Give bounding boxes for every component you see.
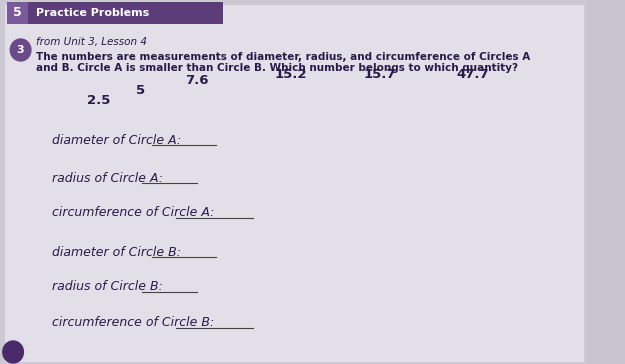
Text: radius of Circle A:: radius of Circle A: xyxy=(51,171,162,185)
Text: 15.7: 15.7 xyxy=(363,68,396,82)
Text: diameter of Circle B:: diameter of Circle B: xyxy=(51,245,181,258)
Bar xyxy=(8,2,28,24)
Text: circumference of Circle A:: circumference of Circle A: xyxy=(51,206,214,219)
Text: 15.2: 15.2 xyxy=(274,68,307,82)
Text: from Unit 3, Lesson 4: from Unit 3, Lesson 4 xyxy=(36,37,147,47)
Text: 5: 5 xyxy=(136,83,145,96)
Text: circumference of Circle B:: circumference of Circle B: xyxy=(51,317,214,329)
Text: diameter of Circle A:: diameter of Circle A: xyxy=(51,134,181,146)
Text: Practice Problems: Practice Problems xyxy=(36,8,149,18)
Text: 5: 5 xyxy=(13,7,22,20)
Bar xyxy=(8,2,223,24)
Text: 3: 3 xyxy=(17,45,24,55)
Circle shape xyxy=(10,39,31,61)
Text: The numbers are measurements of diameter, radius, and circumference of Circles A: The numbers are measurements of diameter… xyxy=(36,52,530,62)
Text: 2.5: 2.5 xyxy=(87,94,110,107)
Text: 7.6: 7.6 xyxy=(185,74,209,87)
Text: and B. Circle A is smaller than Circle B. Which number belongs to which quantity: and B. Circle A is smaller than Circle B… xyxy=(36,63,518,73)
Text: radius of Circle B:: radius of Circle B: xyxy=(51,281,162,293)
Text: 47.7: 47.7 xyxy=(457,68,489,82)
Circle shape xyxy=(2,341,23,363)
